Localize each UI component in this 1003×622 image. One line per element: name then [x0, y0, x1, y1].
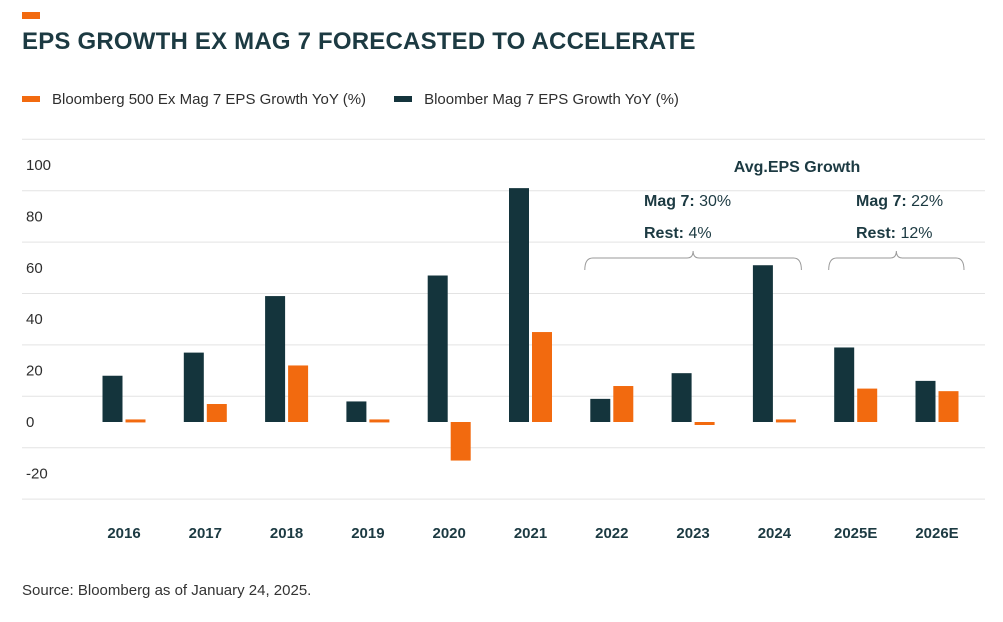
bar-mag7: [671, 373, 692, 422]
bar-ex-mag7: [369, 419, 390, 423]
x-tick-label: 2017: [189, 525, 222, 542]
y-tick-label: 60: [26, 260, 43, 277]
bar-mag7: [590, 398, 611, 422]
bar-mag7: [915, 380, 936, 422]
annotation-mag7-label: Mag 7:: [644, 193, 699, 210]
bar-mag7: [102, 375, 123, 422]
title-accent-bar: [22, 12, 40, 19]
chart-title: EPS GROWTH EX MAG 7 FORECASTED TO ACCELE…: [22, 28, 696, 55]
y-tick-label: 20: [26, 363, 43, 380]
legend-label-ex-mag7: Bloomberg 500 Ex Mag 7 EPS Growth YoY (%…: [52, 90, 367, 108]
x-tick-label: 2019: [351, 525, 384, 542]
annotation-mag7-line: Mag 7: 30%: [644, 193, 731, 210]
x-tick-label: 2024: [758, 525, 792, 542]
annotation-rest-line: Rest: 4%: [644, 225, 712, 242]
bar-mag7: [834, 347, 855, 422]
annotation-brace: [584, 250, 802, 271]
y-tick-label: -20: [26, 465, 48, 482]
x-tick-label: 2025E: [834, 525, 877, 542]
bar-mag7: [183, 352, 204, 422]
x-tick-label: 2023: [676, 525, 709, 542]
bar-ex-mag7: [775, 419, 796, 423]
legend-label-mag7: Bloomber Mag 7 EPS Growth YoY (%): [424, 90, 679, 108]
bar-ex-mag7: [206, 404, 227, 422]
bar-ex-mag7: [450, 422, 471, 461]
bar-ex-mag7: [532, 332, 552, 422]
x-tick-label: 2018: [270, 525, 303, 542]
annotation-mag7-value: 30%: [699, 193, 731, 210]
bar-mag7: [346, 401, 367, 422]
y-tick-label: 80: [26, 208, 43, 225]
bar-ex-mag7: [857, 388, 878, 422]
x-tick-label: 2021: [514, 525, 547, 542]
bar-mag7: [427, 275, 448, 422]
x-tick-label: 2020: [433, 525, 466, 542]
legend-swatch-mag7: [394, 96, 413, 102]
bar-ex-mag7: [125, 419, 146, 423]
annotation-rest-label: Rest:: [644, 225, 688, 242]
annotation-mag7-value: 22%: [911, 193, 943, 210]
annotation-mag7-line: Mag 7: 22%: [856, 193, 943, 210]
bar-mag7: [509, 188, 529, 422]
x-tick-label: 2022: [595, 525, 628, 542]
bar-ex-mag7: [938, 391, 959, 422]
bar-ex-mag7: [288, 365, 309, 422]
y-tick-label: 0: [26, 414, 34, 431]
legend-item-ex-mag7: Bloomberg 500 Ex Mag 7 EPS Growth YoY (%…: [22, 91, 366, 108]
annotation-mag7-label: Mag 7:: [856, 193, 911, 210]
annotation-rest-label: Rest:: [856, 225, 900, 242]
bar-mag7: [265, 296, 286, 422]
bar-mag7: [752, 265, 773, 422]
x-tick-label: 2016: [107, 525, 140, 542]
annotation-rest-value: 4%: [688, 225, 711, 242]
source-note: Source: Bloomberg as of January 24, 2025…: [22, 582, 312, 599]
legend: Bloomberg 500 Ex Mag 7 EPS Growth YoY (%…: [22, 88, 707, 110]
legend-swatch-ex-mag7: [22, 96, 40, 102]
y-tick-label: 40: [26, 311, 43, 328]
legend-item-mag7: Bloomber Mag 7 EPS Growth YoY (%): [394, 91, 679, 108]
bar-ex-mag7: [613, 386, 634, 422]
x-tick-label: 2026E: [915, 525, 958, 542]
annotation-rest-line: Rest: 12%: [856, 225, 932, 242]
annotation-brace: [828, 250, 965, 271]
bar-ex-mag7: [694, 422, 715, 425]
annotation-header: Avg.EPS Growth: [734, 159, 861, 176]
y-tick-label: 100: [26, 157, 51, 174]
annotation-rest-value: 12%: [900, 225, 932, 242]
